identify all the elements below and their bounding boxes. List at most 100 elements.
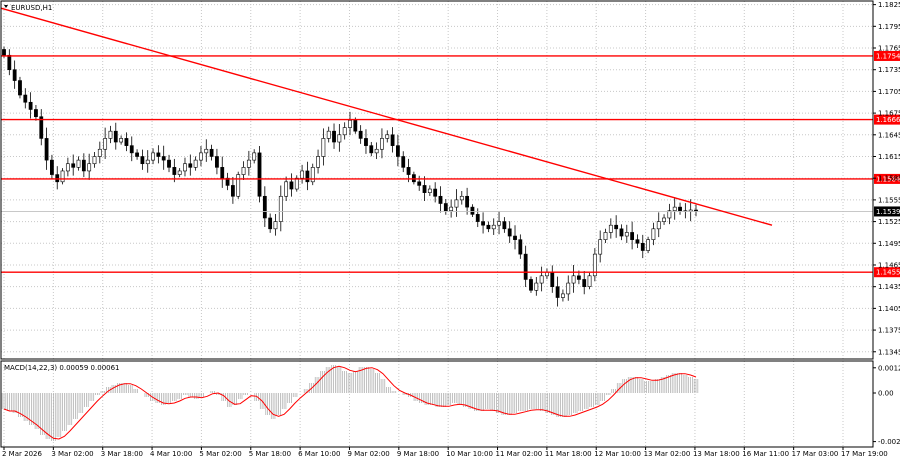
candle bbox=[635, 234, 640, 249]
candle bbox=[257, 146, 262, 203]
candle-body bbox=[28, 101, 33, 110]
candle bbox=[278, 185, 283, 232]
candle-body bbox=[555, 286, 560, 298]
price-tick-label: 1.1375 bbox=[878, 327, 900, 335]
candle bbox=[486, 221, 491, 233]
candle bbox=[481, 212, 485, 234]
candle bbox=[374, 142, 379, 160]
time-tick-label: 5 Mar 18:00 bbox=[249, 450, 291, 458]
candle bbox=[65, 157, 70, 177]
candle bbox=[220, 156, 225, 188]
candle bbox=[225, 172, 230, 191]
candle bbox=[193, 156, 198, 171]
candle bbox=[582, 271, 587, 295]
candle-body bbox=[651, 228, 656, 240]
candle bbox=[262, 186, 267, 227]
candle bbox=[507, 221, 512, 243]
candle bbox=[380, 128, 384, 159]
candle-body bbox=[284, 181, 289, 197]
candle bbox=[326, 126, 331, 143]
candle bbox=[145, 150, 150, 173]
candle-body bbox=[55, 174, 60, 183]
candle bbox=[289, 173, 294, 197]
candle bbox=[34, 105, 38, 121]
candle bbox=[284, 176, 289, 202]
candle bbox=[236, 171, 241, 199]
candle bbox=[167, 154, 171, 173]
candle bbox=[87, 153, 92, 180]
time-tick-label: 17 Mar 19:00 bbox=[841, 450, 888, 458]
candle-body bbox=[71, 163, 76, 168]
candle-body bbox=[172, 167, 177, 175]
candle-body bbox=[576, 275, 581, 280]
candle bbox=[662, 214, 666, 225]
macd-tick-label: -0.00243 bbox=[878, 438, 900, 446]
price-grid bbox=[1, 1, 873, 359]
candle-body bbox=[342, 127, 347, 136]
candle bbox=[332, 123, 336, 149]
candle-body bbox=[390, 134, 395, 146]
candle-body bbox=[310, 167, 315, 183]
level-label-box bbox=[874, 50, 900, 61]
candle-body bbox=[518, 239, 523, 255]
price-axis: 1.18251.17951.17651.17351.17051.16751.16… bbox=[873, 1, 900, 356]
candle bbox=[630, 221, 635, 250]
candle bbox=[135, 149, 139, 160]
candle-body bbox=[380, 138, 384, 150]
candle-body bbox=[252, 152, 257, 161]
candle-body bbox=[369, 145, 374, 154]
candle bbox=[672, 197, 677, 220]
candle-body bbox=[385, 134, 390, 139]
candle-body bbox=[300, 170, 304, 179]
candle bbox=[39, 109, 44, 146]
macd-pane[interactable]: 0.00126 0.00 -0.00243 MACD(14,22,3) 0.0005… bbox=[1, 361, 900, 447]
candle-body bbox=[87, 163, 92, 172]
price-tick-label: 1.1525 bbox=[878, 218, 900, 226]
candle-body bbox=[230, 185, 235, 197]
candle bbox=[364, 129, 368, 154]
horizontal-levels[interactable]: 1.1754 1.1666 1.1584 1.1455 1.1539 bbox=[1, 50, 900, 278]
candle-body bbox=[550, 271, 555, 287]
candle-body bbox=[561, 293, 565, 298]
candle bbox=[273, 213, 278, 236]
candle-body bbox=[273, 221, 278, 230]
candle bbox=[55, 166, 60, 190]
candle bbox=[396, 134, 400, 167]
candle-body bbox=[465, 195, 470, 208]
trendline-segment[interactable] bbox=[0, 7, 773, 226]
macd-frame bbox=[0, 360, 874, 448]
candle-body bbox=[486, 224, 491, 230]
candle-body bbox=[475, 214, 480, 222]
candle bbox=[92, 152, 97, 168]
price-tick-label: 1.1495 bbox=[878, 240, 900, 248]
candle-body bbox=[406, 167, 411, 175]
candle bbox=[465, 187, 470, 215]
candle bbox=[518, 234, 523, 259]
candle bbox=[119, 135, 124, 145]
candle bbox=[60, 168, 65, 185]
candle-body bbox=[454, 199, 459, 208]
price-frame bbox=[0, 0, 874, 360]
candle bbox=[678, 202, 682, 215]
candle-body bbox=[635, 239, 640, 244]
candle-body bbox=[60, 170, 65, 183]
candle bbox=[427, 185, 432, 196]
candle bbox=[411, 171, 416, 185]
candle bbox=[108, 125, 113, 144]
candle-body bbox=[167, 159, 171, 168]
candle bbox=[369, 141, 374, 157]
time-tick-label: 3 Mar 18:00 bbox=[101, 450, 143, 458]
price-pane[interactable]: 1.1754 1.1666 1.1584 1.1455 1.1539 1.1825 1.1… bbox=[0, 1, 900, 359]
candle-body bbox=[215, 156, 219, 168]
candle-body bbox=[662, 217, 666, 222]
candle-body bbox=[646, 239, 650, 251]
time-tick-label: 9 Mar 18:00 bbox=[397, 450, 439, 458]
candle bbox=[161, 145, 166, 170]
candle-body bbox=[321, 138, 326, 157]
candle-body bbox=[103, 138, 108, 150]
candle bbox=[321, 128, 326, 166]
trendline[interactable] bbox=[0, 7, 773, 226]
candle-body bbox=[364, 138, 368, 146]
candle-body bbox=[571, 275, 576, 284]
candle bbox=[76, 156, 81, 171]
